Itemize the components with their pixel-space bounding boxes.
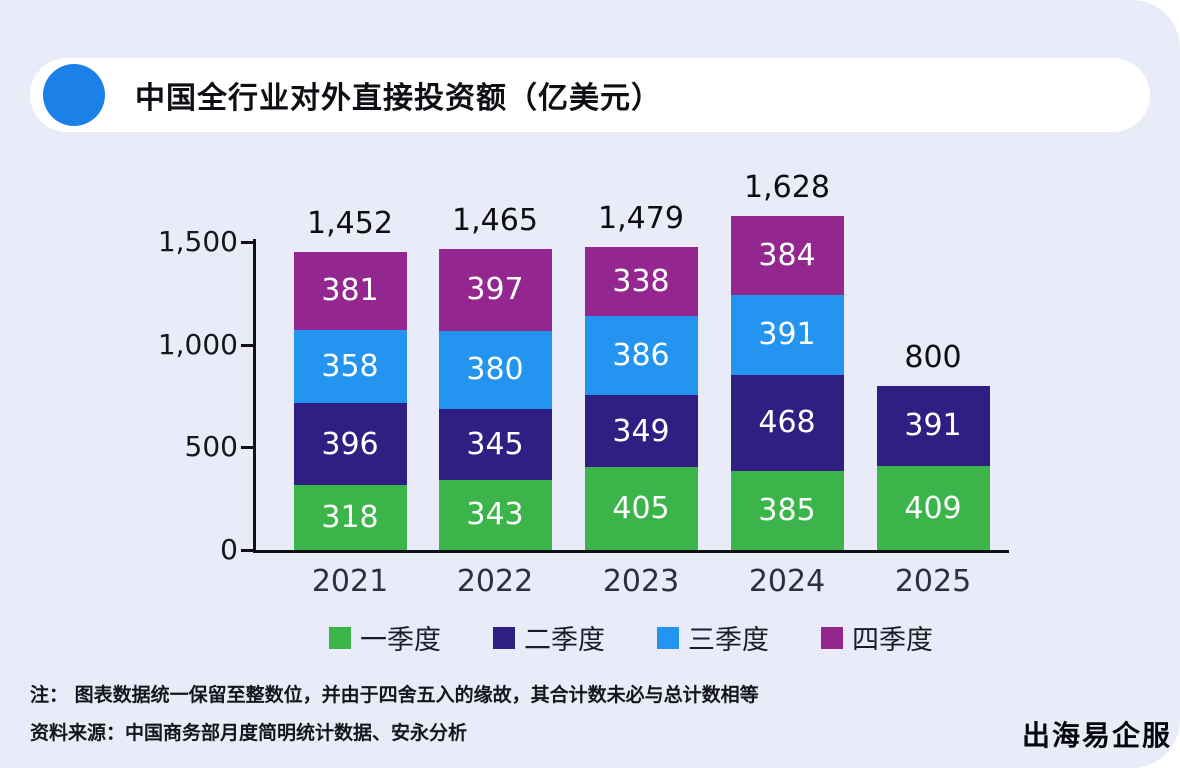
y-axis-line — [253, 239, 256, 553]
bar-segment: 381 — [293, 251, 407, 330]
bar-segment: 349 — [584, 395, 698, 467]
bar-segment: 384 — [730, 215, 844, 295]
x-axis-label: 2023 — [602, 564, 680, 599]
y-tick-mark — [241, 446, 253, 450]
bar-segment: 405 — [584, 466, 698, 550]
title-bullet-icon — [43, 64, 105, 126]
x-axis-label: 2021 — [311, 564, 389, 599]
bar-segment: 409 — [876, 466, 990, 550]
bar-segment: 343 — [438, 479, 552, 550]
bar-segment: 318 — [293, 484, 407, 550]
y-tick-label: 0 — [220, 533, 238, 566]
legend-label: 四季度 — [852, 625, 933, 656]
x-axis-line — [253, 550, 1009, 553]
bar-segment: 391 — [730, 294, 844, 375]
bar-segment: 468 — [730, 374, 844, 471]
y-tick-label: 1,500 — [157, 225, 238, 259]
bar-segment: 397 — [438, 249, 552, 331]
y-tick-mark — [241, 549, 253, 552]
bar-total-label: 1,452 — [307, 205, 393, 241]
legend-item: 二季度 — [493, 618, 605, 657]
y-tick-mark — [241, 343, 253, 347]
legend-item: 三季度 — [657, 618, 769, 657]
bar-total-label: 800 — [904, 339, 962, 375]
watermark: 出海易企服 — [1021, 719, 1172, 752]
bar-segment: 358 — [293, 329, 407, 404]
bar-segment: 380 — [438, 330, 552, 409]
bar-segment: 386 — [584, 315, 698, 396]
legend-item: 一季度 — [329, 618, 441, 657]
legend-item: 四季度 — [821, 618, 933, 657]
chart-legend: 一季度 二季度 三季度 四季度 — [253, 618, 1009, 657]
x-axis-label: 2025 — [894, 564, 972, 599]
bar-segment: 391 — [876, 385, 990, 467]
footnotes: 注： 图表数据统一保留至整数位，并由于四舍五入的缘故，其合计数未必与总计数相等 … — [30, 676, 759, 752]
footnote-line-1: 注： 图表数据统一保留至整数位，并由于四舍五入的缘故，其合计数未必与总计数相等 — [30, 684, 759, 706]
chart-title: 中国全行业对外直接投资额（亿美元） — [135, 81, 662, 116]
y-tick-mark — [241, 241, 253, 245]
legend-label: 三季度 — [688, 625, 769, 656]
bar-segment: 338 — [584, 246, 698, 316]
y-tick-label: 500 — [184, 430, 238, 464]
bar-total-label: 1,628 — [744, 169, 830, 205]
bar-segment: 396 — [293, 403, 407, 485]
bar-total-label: 1,479 — [598, 200, 684, 236]
footnote-line-2: 资料来源：中国商务部月度简明统计数据、安永分析 — [30, 722, 468, 744]
legend-label: 二季度 — [524, 625, 605, 656]
bar-segment: 385 — [730, 470, 844, 550]
x-axis-label: 2022 — [456, 564, 534, 599]
legend-swatch-icon — [493, 626, 515, 649]
legend-swatch-icon — [329, 626, 351, 649]
bar-total-label: 1,465 — [452, 203, 538, 239]
legend-label: 一季度 — [360, 625, 441, 656]
y-tick-label: 1,000 — [157, 327, 238, 361]
bar-segment: 345 — [438, 408, 552, 480]
legend-swatch-icon — [657, 626, 679, 649]
x-axis-label: 2024 — [748, 564, 826, 599]
legend-swatch-icon — [821, 626, 843, 649]
chart-header: 中国全行业对外直接投资额（亿美元） — [30, 58, 1150, 132]
